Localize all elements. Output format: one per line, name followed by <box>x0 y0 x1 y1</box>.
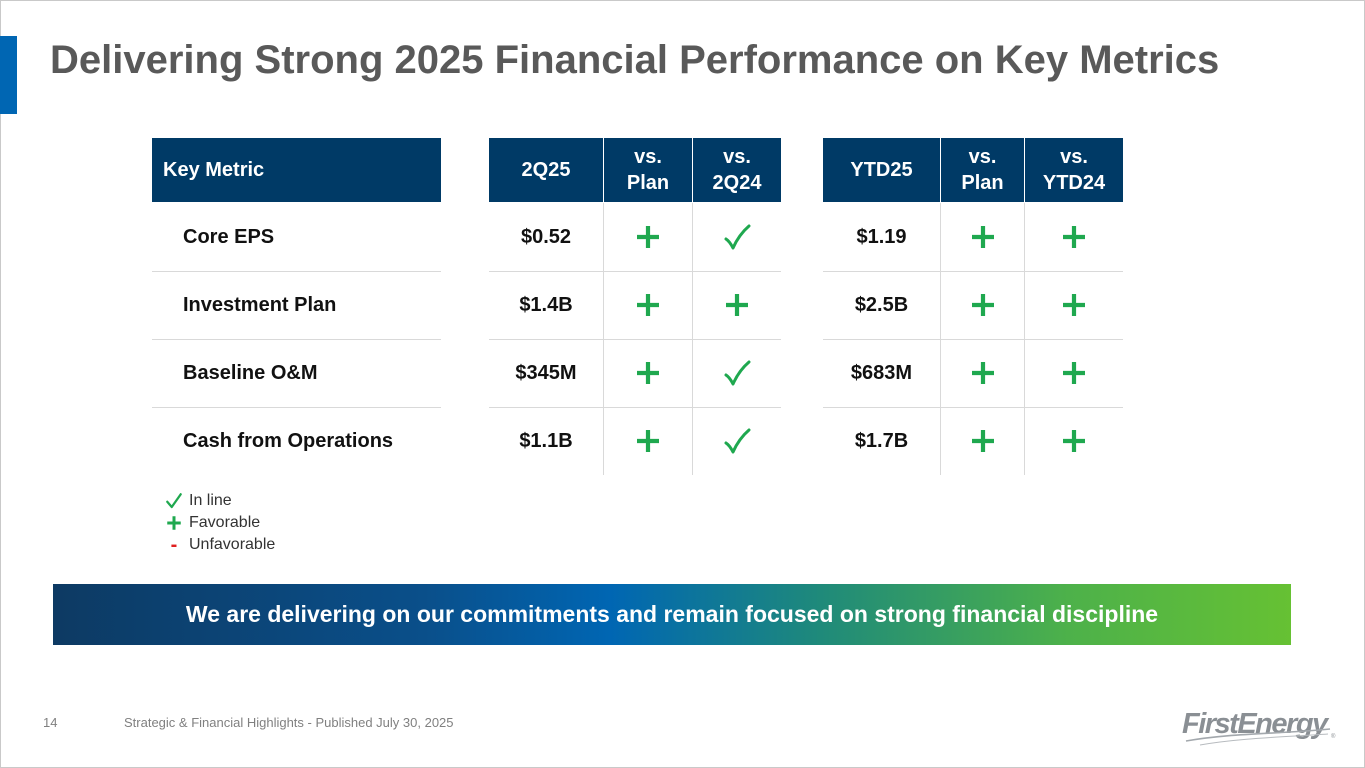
legend-label: Unfavorable <box>189 536 276 553</box>
header-ytd-vs-prior-label: vs. YTD24 <box>1042 146 1106 194</box>
ytd-vs-prior-cell <box>1025 203 1123 271</box>
row-divider <box>152 339 441 340</box>
header-2q25: 2Q25 <box>489 138 603 202</box>
footer-text: Strategic & Financial Highlights - Publi… <box>124 715 454 730</box>
plus-icon <box>723 291 751 319</box>
page-number: 14 <box>43 715 58 730</box>
plus-icon <box>634 291 662 319</box>
metric-name: Core EPS <box>183 225 275 248</box>
q-vs-prior-cell <box>693 339 781 407</box>
row-divider <box>823 407 1123 408</box>
legend-label: Favorable <box>189 514 261 531</box>
ytd-value: $1.7B <box>854 429 909 452</box>
header-q-vs-prior: vs. 2Q24 <box>693 138 781 202</box>
ytd-vs-plan-cell <box>941 407 1024 475</box>
check-icon <box>723 223 751 251</box>
row-divider <box>489 271 781 272</box>
banner-text: We are delivering on our commitments and… <box>185 601 1159 627</box>
ytd-vs-prior-cell <box>1025 407 1123 475</box>
svg-text:FirstEnergy: FirstEnergy <box>1182 708 1330 740</box>
plus-icon <box>1060 427 1088 455</box>
plus-icon <box>969 223 997 251</box>
q-vs-plan-cell <box>604 339 692 407</box>
firstenergy-logo: FirstEnergy ® <box>1182 708 1336 746</box>
ytd-vs-prior-cell <box>1025 339 1123 407</box>
plus-icon <box>634 359 662 387</box>
header-ytd-vs-prior: vs. YTD24 <box>1025 138 1123 202</box>
q-vs-prior-cell <box>693 271 781 339</box>
legend-item-in-line: In line <box>164 490 275 512</box>
q-vs-prior-cell <box>693 407 781 475</box>
row-divider <box>823 271 1123 272</box>
q-vs-plan-cell <box>604 407 692 475</box>
row-divider <box>823 339 1123 340</box>
q-value: $0.52 <box>520 225 572 248</box>
row-divider <box>152 407 441 408</box>
ytd-value: $2.5B <box>854 293 909 316</box>
header-ytd-vs-plan: vs. Plan <box>941 138 1024 202</box>
ytd-vs-prior-cell <box>1025 271 1123 339</box>
q-value: $1.4B <box>519 293 573 316</box>
metric-name: Baseline O&M <box>183 361 318 384</box>
q-value: $345M <box>515 361 577 384</box>
check-icon <box>723 359 751 387</box>
svg-text:®: ® <box>1331 733 1336 740</box>
plus-icon <box>1060 223 1088 251</box>
q-vs-plan-cell <box>604 203 692 271</box>
plus-icon <box>634 223 662 251</box>
header-key-metric: Key Metric <box>152 138 441 202</box>
ytd-value: $1.19 <box>856 225 907 248</box>
q-value: $1.1B <box>519 429 573 452</box>
header-q-vs-plan: vs. Plan <box>604 138 692 202</box>
metric-name: Investment Plan <box>183 293 337 316</box>
minus-icon: - <box>170 534 178 556</box>
column-divider <box>603 203 604 475</box>
check-icon <box>164 491 184 511</box>
header-q-vs-prior-label: vs. 2Q24 <box>712 146 762 194</box>
plus-icon <box>1060 291 1088 319</box>
plus-icon <box>1060 359 1088 387</box>
column-divider <box>692 203 693 475</box>
ytd-vs-plan-cell <box>941 271 1024 339</box>
plus-icon <box>969 427 997 455</box>
slide-title: Delivering Strong 2025 Financial Perform… <box>50 38 1220 82</box>
ytd-vs-plan-cell <box>941 339 1024 407</box>
ytd-value: $683M <box>850 361 913 384</box>
plus-icon <box>164 513 184 533</box>
q-vs-prior-cell <box>693 203 781 271</box>
header-q-vs-plan-label: vs. Plan <box>626 146 670 194</box>
plus-icon <box>969 359 997 387</box>
header-ytd-vs-plan-label: vs. Plan <box>961 146 1004 194</box>
legend-item-favorable: Favorable <box>164 512 275 534</box>
legend-item-unfavorable: - Unfavorable <box>164 534 276 556</box>
plus-icon <box>634 427 662 455</box>
plus-icon <box>969 291 997 319</box>
column-divider <box>940 203 941 475</box>
row-divider <box>489 407 781 408</box>
metric-name: Cash from Operations <box>183 429 394 452</box>
row-divider <box>152 271 441 272</box>
q-vs-plan-cell <box>604 271 692 339</box>
column-divider <box>1024 203 1025 475</box>
header-ytd25: YTD25 <box>823 138 940 202</box>
legend-label: In line <box>189 492 232 509</box>
legend: In line Favorable - Unfavorable <box>164 490 275 556</box>
check-icon <box>723 427 751 455</box>
row-divider <box>489 339 781 340</box>
ytd-vs-plan-cell <box>941 203 1024 271</box>
key-message-banner: We are delivering on our commitments and… <box>53 584 1291 645</box>
title-accent-bar <box>0 36 17 114</box>
